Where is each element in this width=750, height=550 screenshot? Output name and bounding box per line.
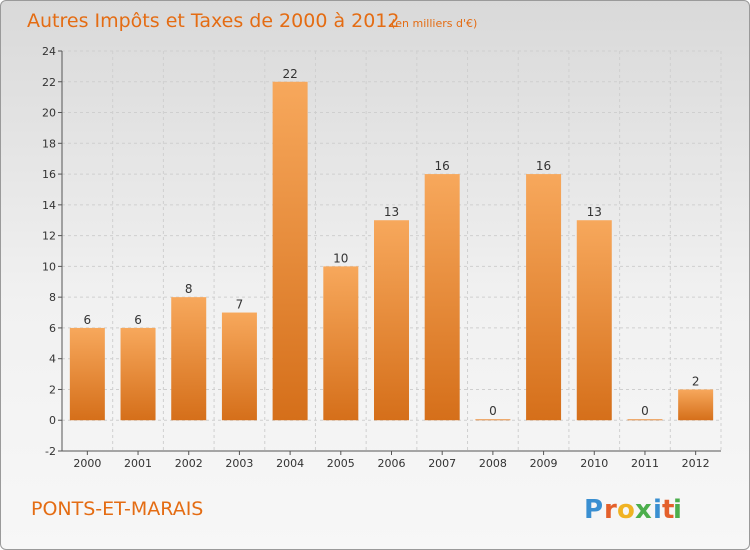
x-tick-label: 2000 [73,457,101,470]
bar-value-label: 2 [692,374,700,388]
y-tick-label: -2 [45,445,56,458]
logo-letter: o [617,495,635,525]
bar [323,266,359,421]
logo-letter: i [673,495,682,525]
bar-value-label: 13 [587,205,602,219]
x-tick-label: 2012 [682,457,710,470]
bar-value-label: 10 [333,251,348,265]
bar [678,389,714,421]
bar [424,174,460,421]
logo-letter: r [604,495,617,525]
x-tick-label: 2008 [479,457,507,470]
x-tick-label: 2003 [225,457,253,470]
bar-value-label: 13 [384,205,399,219]
x-tick-label: 2002 [175,457,203,470]
x-tick-label: 2011 [631,457,659,470]
bar-value-label: 16 [536,159,551,173]
y-tick-label: 18 [42,137,56,150]
bars: 6 6 8 7 22 10 13 16 0 16 13 0 2 [69,67,714,421]
bar-value-label: 0 [489,404,497,418]
bar-value-label: 22 [282,67,297,81]
bar [475,419,511,421]
bar-value-label: 8 [185,282,193,296]
logo-letter: x [635,495,652,525]
y-tick-label: 24 [42,45,56,58]
commune-name: PONTS-ET-MARAIS [31,498,203,520]
x-tick-label: 2001 [124,457,152,470]
bar [272,81,308,421]
y-tick-label: 6 [49,322,56,335]
y-tick-label: 4 [49,353,56,366]
y-tick-label: 20 [42,107,56,120]
bar [171,297,207,421]
x-tick-label: 2009 [530,457,558,470]
bar [69,327,105,421]
bar-value-label: 16 [435,159,450,173]
bar-value-label: 6 [134,313,142,327]
y-tick-label: 10 [42,260,56,273]
x-tick-label: 2004 [276,457,304,470]
bar [576,220,612,421]
logo-letter: i [653,495,662,525]
bar [221,312,257,421]
y-tick-label: 22 [42,76,56,89]
chart-unit: (en milliers d'€) [391,17,477,30]
bar [526,174,562,421]
y-tick-label: 14 [42,199,56,212]
y-tick-label: 2 [49,383,56,396]
bar-value-label: 0 [641,404,649,418]
x-tick-label: 2005 [327,457,355,470]
bar [627,419,663,421]
logo-letter: P [584,495,603,525]
y-tick-label: 16 [42,168,56,181]
y-tick-label: 0 [49,414,56,427]
y-tick-label: 12 [42,230,56,243]
bar-value-label: 6 [84,313,92,327]
x-tick-label: 2010 [580,457,608,470]
x-tick-label: 2006 [378,457,406,470]
logo-letter: t [662,495,674,525]
chart-title: Autres Impôts et Taxes de 2000 à 2012 [27,10,400,32]
x-tick-label: 2007 [428,457,456,470]
bar [374,220,409,421]
bar-value-label: 7 [236,298,244,312]
y-tick-label: 8 [49,291,56,304]
bar [120,327,156,421]
